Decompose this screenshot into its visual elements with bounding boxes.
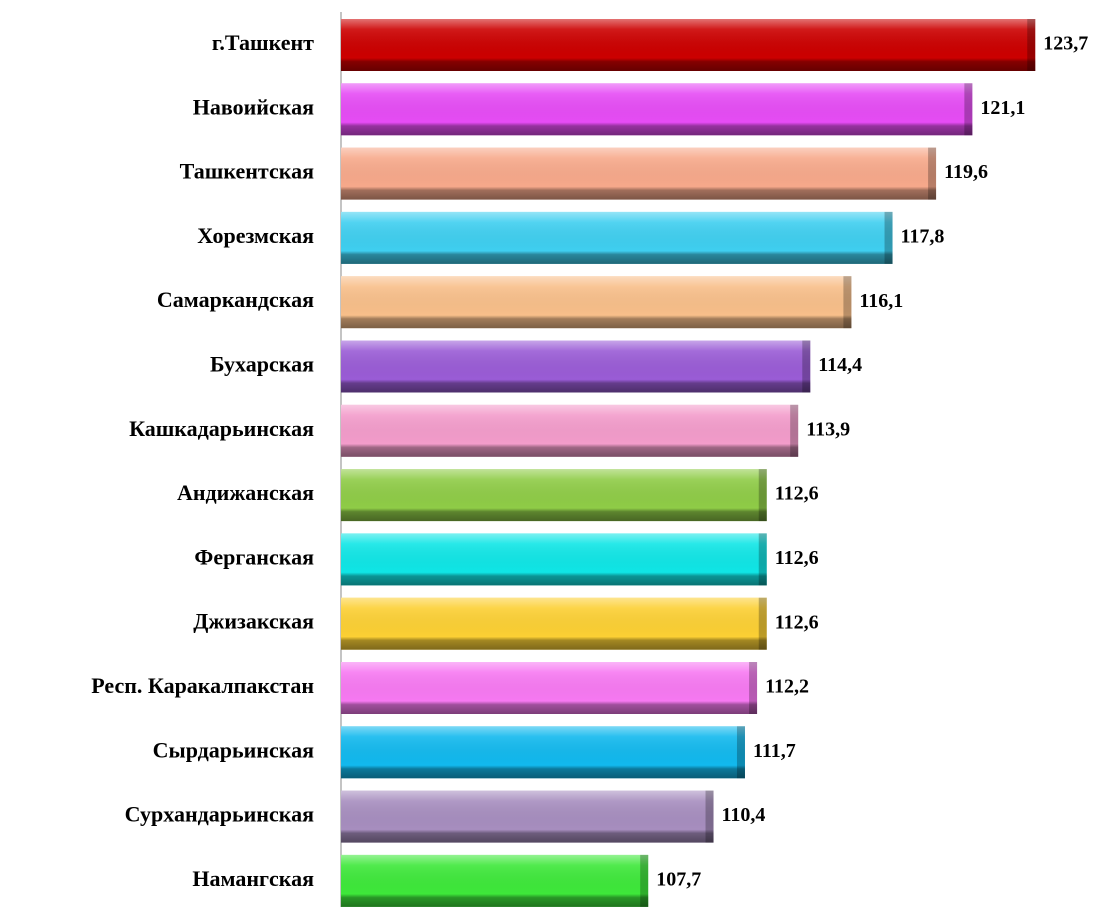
bar-shade [341, 276, 852, 329]
category-label: Хорезмская [197, 223, 314, 248]
category-label: Самаркандская [157, 287, 314, 312]
category-label: Андижанская [177, 480, 314, 505]
bar-shade [341, 854, 649, 907]
bar-shade [341, 340, 811, 393]
value-label: 112,6 [775, 547, 819, 569]
category-label: Ташкентская [180, 159, 314, 184]
bar-bevel [928, 147, 937, 200]
value-label: 116,1 [859, 290, 903, 312]
bar-shade [341, 83, 973, 136]
category-label: Сырдарьинская [153, 737, 314, 762]
category-label: г.Ташкент [212, 30, 314, 55]
category-label: Респ. Каракалпакстан [91, 673, 314, 698]
value-label: 107,7 [656, 868, 701, 890]
category-label: Намангская [192, 866, 314, 891]
bar-shade [341, 19, 1036, 71]
bar-bevel [736, 726, 745, 779]
bar-shade [341, 533, 767, 586]
category-label: Кашкадарьинская [129, 416, 314, 441]
bar-shade [341, 597, 767, 650]
bar-bevel [802, 340, 811, 393]
category-label: Навоийская [193, 94, 314, 119]
bar-bevel [1027, 19, 1036, 71]
category-label: Джизакская [193, 609, 314, 634]
value-label: 114,4 [818, 354, 862, 376]
bar-bevel [758, 469, 767, 522]
bar-shade [341, 469, 767, 522]
bar-shade [341, 726, 745, 779]
category-label: Бухарская [210, 352, 314, 377]
bar-shade [341, 147, 937, 200]
value-label: 121,1 [980, 97, 1025, 119]
bar-shade [341, 790, 714, 843]
value-label: 112,6 [775, 483, 819, 505]
bar-bevel [640, 854, 649, 907]
bar-bevel [758, 533, 767, 586]
value-label: 119,6 [944, 161, 988, 183]
bar-bevel [705, 790, 714, 843]
value-label: 123,7 [1043, 33, 1088, 55]
category-label: Ферганская [194, 544, 314, 569]
bar-bevel [749, 662, 758, 714]
bar-bevel [758, 597, 767, 650]
value-label: 111,7 [753, 740, 796, 762]
bar-bevel [884, 211, 893, 264]
bar-bevel [843, 276, 852, 329]
bar-bevel [964, 83, 973, 136]
bar-shade [341, 662, 758, 714]
bar-shade [341, 211, 893, 264]
value-label: 112,2 [765, 676, 809, 698]
bar-shade [341, 404, 799, 457]
value-label: 112,6 [775, 611, 819, 633]
value-label: 117,8 [901, 225, 945, 247]
category-label: Сурхандарьинская [125, 802, 314, 827]
value-label: 110,4 [722, 804, 766, 826]
value-label: 113,9 [806, 418, 850, 440]
bar-bevel [790, 404, 799, 457]
